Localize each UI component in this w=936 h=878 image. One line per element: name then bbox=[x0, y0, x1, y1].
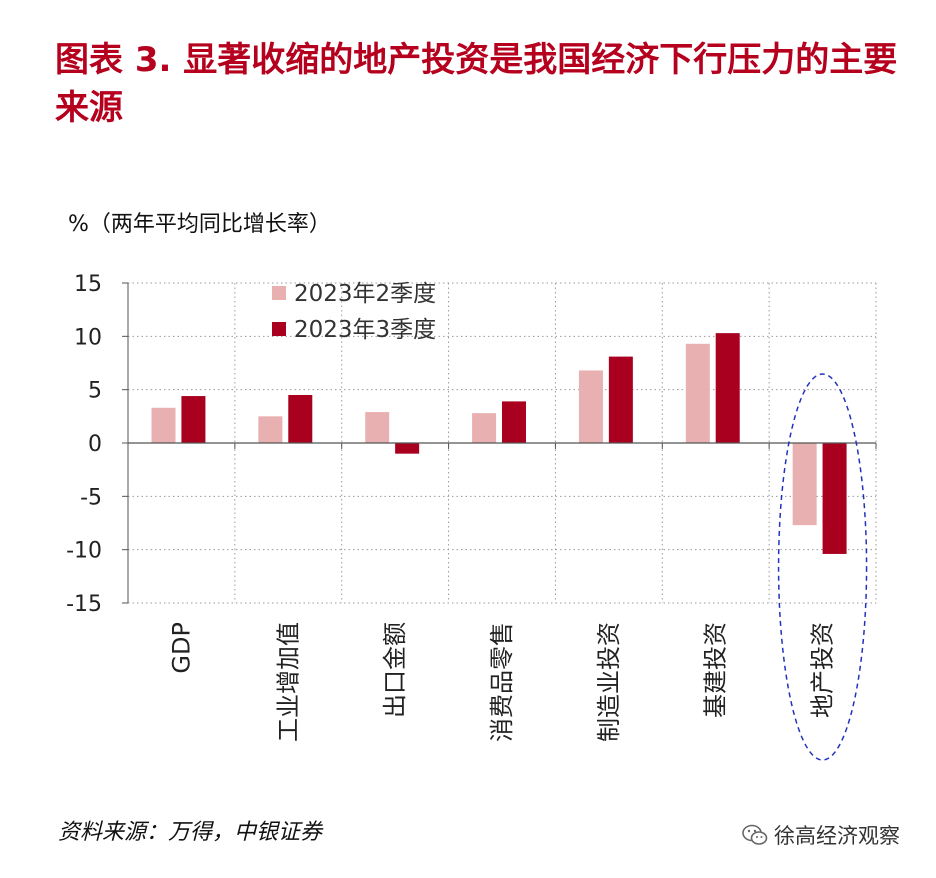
bar-q3 bbox=[822, 443, 847, 554]
bar-q2 bbox=[578, 370, 603, 443]
bar-q2 bbox=[685, 343, 710, 443]
y-tick-label: -15 bbox=[66, 592, 102, 617]
bar-q2 bbox=[365, 412, 390, 443]
source-note: 资料来源：万得，中银证券 bbox=[58, 820, 323, 845]
y-tick-label: -5 bbox=[80, 485, 102, 510]
category-label: 出口金额 bbox=[381, 622, 409, 718]
legend-swatch bbox=[272, 322, 286, 336]
brand-name: 徐高经济观察 bbox=[774, 824, 900, 848]
wechat-icon bbox=[742, 824, 768, 845]
category-label: 制造业投资 bbox=[595, 622, 623, 742]
legend-label: 2023年2季度 bbox=[294, 281, 436, 307]
category-label: 消费品零售 bbox=[488, 622, 516, 742]
brand-watermark: 徐高经济观察 bbox=[742, 820, 900, 850]
legend-label: 2023年3季度 bbox=[294, 317, 436, 343]
bar-q2 bbox=[472, 413, 497, 443]
category-label: GDP bbox=[167, 622, 195, 674]
y-tick-label: 10 bbox=[74, 325, 102, 350]
bar-q3 bbox=[608, 356, 633, 443]
bar-q3 bbox=[715, 333, 740, 443]
chart-title: 图表 3. 显著收缩的地产投资是我国经济下行压力的主要来源 bbox=[55, 40, 898, 128]
category-label: 地产投资 bbox=[809, 622, 837, 718]
y-tick-label: -10 bbox=[66, 539, 102, 564]
category-label: 工业增加值 bbox=[274, 622, 302, 742]
y-tick-label: 5 bbox=[88, 379, 102, 404]
highlight-ellipse bbox=[777, 373, 868, 761]
bar-q2 bbox=[258, 416, 283, 443]
y-tick-label: 0 bbox=[88, 432, 102, 457]
bar-q3 bbox=[181, 396, 206, 443]
category-label: 基建投资 bbox=[702, 622, 730, 718]
bar-q2 bbox=[792, 443, 817, 526]
bar-q3 bbox=[288, 395, 313, 443]
legend-swatch bbox=[272, 286, 286, 300]
unit-label: %（两年平均同比增长率） bbox=[68, 212, 331, 237]
y-tick-label: 15 bbox=[74, 272, 102, 297]
bar-q3 bbox=[395, 443, 420, 454]
bar-q2 bbox=[151, 407, 176, 443]
bar-q3 bbox=[502, 401, 526, 443]
